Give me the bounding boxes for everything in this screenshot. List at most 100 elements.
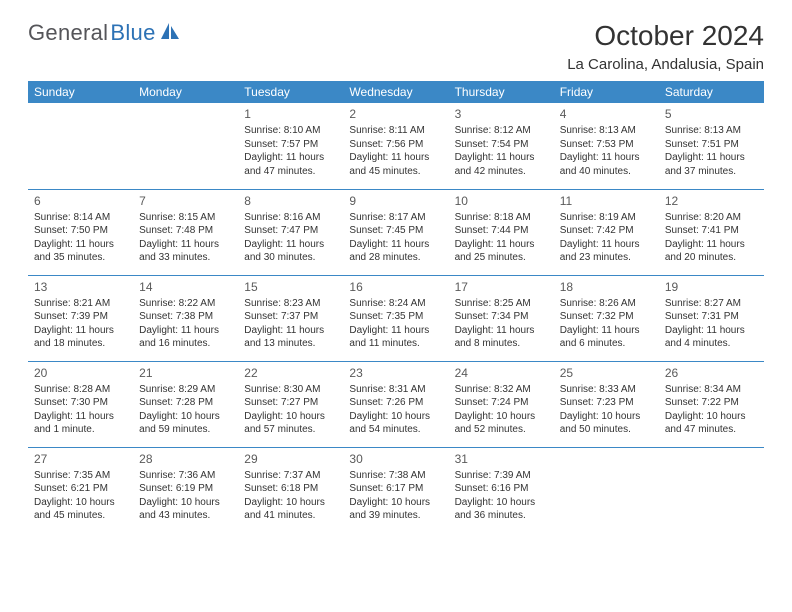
daylight-text: Daylight: 10 hours: [349, 410, 442, 424]
daylight-text: and 20 minutes.: [665, 251, 758, 265]
sunset-text: Sunset: 7:48 PM: [139, 224, 232, 238]
daylight-text: Daylight: 11 hours: [244, 324, 337, 338]
daylight-text: and 35 minutes.: [34, 251, 127, 265]
week-row: 6Sunrise: 8:14 AMSunset: 7:50 PMDaylight…: [28, 189, 764, 275]
sunrise-text: Sunrise: 7:37 AM: [244, 469, 337, 483]
day-cell: [133, 103, 238, 189]
daylight-text: and 1 minute.: [34, 423, 127, 437]
sunset-text: Sunset: 7:37 PM: [244, 310, 337, 324]
sunset-text: Sunset: 6:18 PM: [244, 482, 337, 496]
sunrise-text: Sunrise: 8:22 AM: [139, 297, 232, 311]
sunrise-text: Sunrise: 8:24 AM: [349, 297, 442, 311]
day-cell: 11Sunrise: 8:19 AMSunset: 7:42 PMDayligh…: [554, 189, 659, 275]
day-number: 13: [34, 279, 127, 295]
day-cell: 1Sunrise: 8:10 AMSunset: 7:57 PMDaylight…: [238, 103, 343, 189]
day-number: 21: [139, 365, 232, 381]
day-cell: 8Sunrise: 8:16 AMSunset: 7:47 PMDaylight…: [238, 189, 343, 275]
sunrise-text: Sunrise: 8:10 AM: [244, 124, 337, 138]
daylight-text: and 47 minutes.: [244, 165, 337, 179]
daylight-text: and 52 minutes.: [455, 423, 548, 437]
day-cell: 21Sunrise: 8:29 AMSunset: 7:28 PMDayligh…: [133, 361, 238, 447]
daylight-text: Daylight: 10 hours: [455, 410, 548, 424]
daylight-text: Daylight: 11 hours: [455, 238, 548, 252]
daylight-text: and 11 minutes.: [349, 337, 442, 351]
daylight-text: and 39 minutes.: [349, 509, 442, 523]
sunset-text: Sunset: 7:32 PM: [560, 310, 653, 324]
sunrise-text: Sunrise: 8:30 AM: [244, 383, 337, 397]
sunset-text: Sunset: 6:17 PM: [349, 482, 442, 496]
daylight-text: and 57 minutes.: [244, 423, 337, 437]
daylight-text: Daylight: 10 hours: [349, 496, 442, 510]
sunset-text: Sunset: 7:54 PM: [455, 138, 548, 152]
daylight-text: and 6 minutes.: [560, 337, 653, 351]
daylight-text: and 45 minutes.: [349, 165, 442, 179]
weekday-header: Sunday: [28, 81, 133, 103]
sunset-text: Sunset: 7:34 PM: [455, 310, 548, 324]
day-number: 3: [455, 106, 548, 122]
daylight-text: Daylight: 10 hours: [455, 496, 548, 510]
day-number: 14: [139, 279, 232, 295]
day-cell: 19Sunrise: 8:27 AMSunset: 7:31 PMDayligh…: [659, 275, 764, 361]
daylight-text: Daylight: 11 hours: [244, 151, 337, 165]
sunset-text: Sunset: 7:45 PM: [349, 224, 442, 238]
daylight-text: and 13 minutes.: [244, 337, 337, 351]
sunrise-text: Sunrise: 8:33 AM: [560, 383, 653, 397]
day-cell: 3 Sunrise: 8:12 AMSunset: 7:54 PMDaylight…: [449, 103, 554, 189]
sunrise-text: Sunrise: 7:39 AM: [455, 469, 548, 483]
sunrise-text: Sunrise: 8:12 AM: [455, 124, 548, 138]
sail-icon: [159, 21, 181, 46]
sunset-text: Sunset: 7:31 PM: [665, 310, 758, 324]
day-cell: 29Sunrise: 7:37 AMSunset: 6:18 PMDayligh…: [238, 447, 343, 533]
daylight-text: and 25 minutes.: [455, 251, 548, 265]
day-cell: 4Sunrise: 8:13 AMSunset: 7:53 PMDaylight…: [554, 103, 659, 189]
sunset-text: Sunset: 7:51 PM: [665, 138, 758, 152]
day-cell: 23Sunrise: 8:31 AMSunset: 7:26 PMDayligh…: [343, 361, 448, 447]
daylight-text: and 47 minutes.: [665, 423, 758, 437]
daylight-text: Daylight: 11 hours: [34, 410, 127, 424]
sunset-text: Sunset: 6:21 PM: [34, 482, 127, 496]
sunset-text: Sunset: 7:57 PM: [244, 138, 337, 152]
sunrise-text: Sunrise: 8:21 AM: [34, 297, 127, 311]
day-number: 22: [244, 365, 337, 381]
sunrise-text: Sunrise: 8:17 AM: [349, 211, 442, 225]
sunrise-text: Sunrise: 8:11 AM: [349, 124, 442, 138]
day-cell: 7Sunrise: 8:15 AMSunset: 7:48 PMDaylight…: [133, 189, 238, 275]
daylight-text: and 40 minutes.: [560, 165, 653, 179]
daylight-text: Daylight: 11 hours: [560, 324, 653, 338]
day-cell: 25Sunrise: 8:33 AMSunset: 7:23 PMDayligh…: [554, 361, 659, 447]
daylight-text: Daylight: 11 hours: [455, 151, 548, 165]
sunset-text: Sunset: 7:30 PM: [34, 396, 127, 410]
daylight-text: Daylight: 11 hours: [665, 324, 758, 338]
day-cell: 18Sunrise: 8:26 AMSunset: 7:32 PMDayligh…: [554, 275, 659, 361]
day-cell: 30Sunrise: 7:38 AMSunset: 6:17 PMDayligh…: [343, 447, 448, 533]
daylight-text: and 33 minutes.: [139, 251, 232, 265]
sunrise-text: Sunrise: 8:13 AM: [560, 124, 653, 138]
sunset-text: Sunset: 7:56 PM: [349, 138, 442, 152]
day-cell: 26Sunrise: 8:34 AMSunset: 7:22 PMDayligh…: [659, 361, 764, 447]
day-cell: 16Sunrise: 8:24 AMSunset: 7:35 PMDayligh…: [343, 275, 448, 361]
day-cell: 12Sunrise: 8:20 AMSunset: 7:41 PMDayligh…: [659, 189, 764, 275]
daylight-text: and 8 minutes.: [455, 337, 548, 351]
day-number: 31: [455, 451, 548, 467]
location: La Carolina, Andalusia, Spain: [567, 56, 764, 73]
daylight-text: Daylight: 11 hours: [349, 238, 442, 252]
daylight-text: Daylight: 10 hours: [139, 410, 232, 424]
day-number: 12: [665, 193, 758, 209]
daylight-text: and 30 minutes.: [244, 251, 337, 265]
daylight-text: Daylight: 10 hours: [244, 410, 337, 424]
brand-name-1: General: [28, 20, 108, 46]
day-number: 4: [560, 106, 653, 122]
sunset-text: Sunset: 7:26 PM: [349, 396, 442, 410]
day-number: 15: [244, 279, 337, 295]
day-number: 7: [139, 193, 232, 209]
day-number: 30: [349, 451, 442, 467]
day-number: 6: [34, 193, 127, 209]
daylight-text: and 37 minutes.: [665, 165, 758, 179]
daylight-text: Daylight: 11 hours: [455, 324, 548, 338]
sunset-text: Sunset: 7:53 PM: [560, 138, 653, 152]
day-number: 23: [349, 365, 442, 381]
sunset-text: Sunset: 6:16 PM: [455, 482, 548, 496]
weekday-header: Thursday: [449, 81, 554, 103]
weekday-header: Friday: [554, 81, 659, 103]
daylight-text: and 42 minutes.: [455, 165, 548, 179]
